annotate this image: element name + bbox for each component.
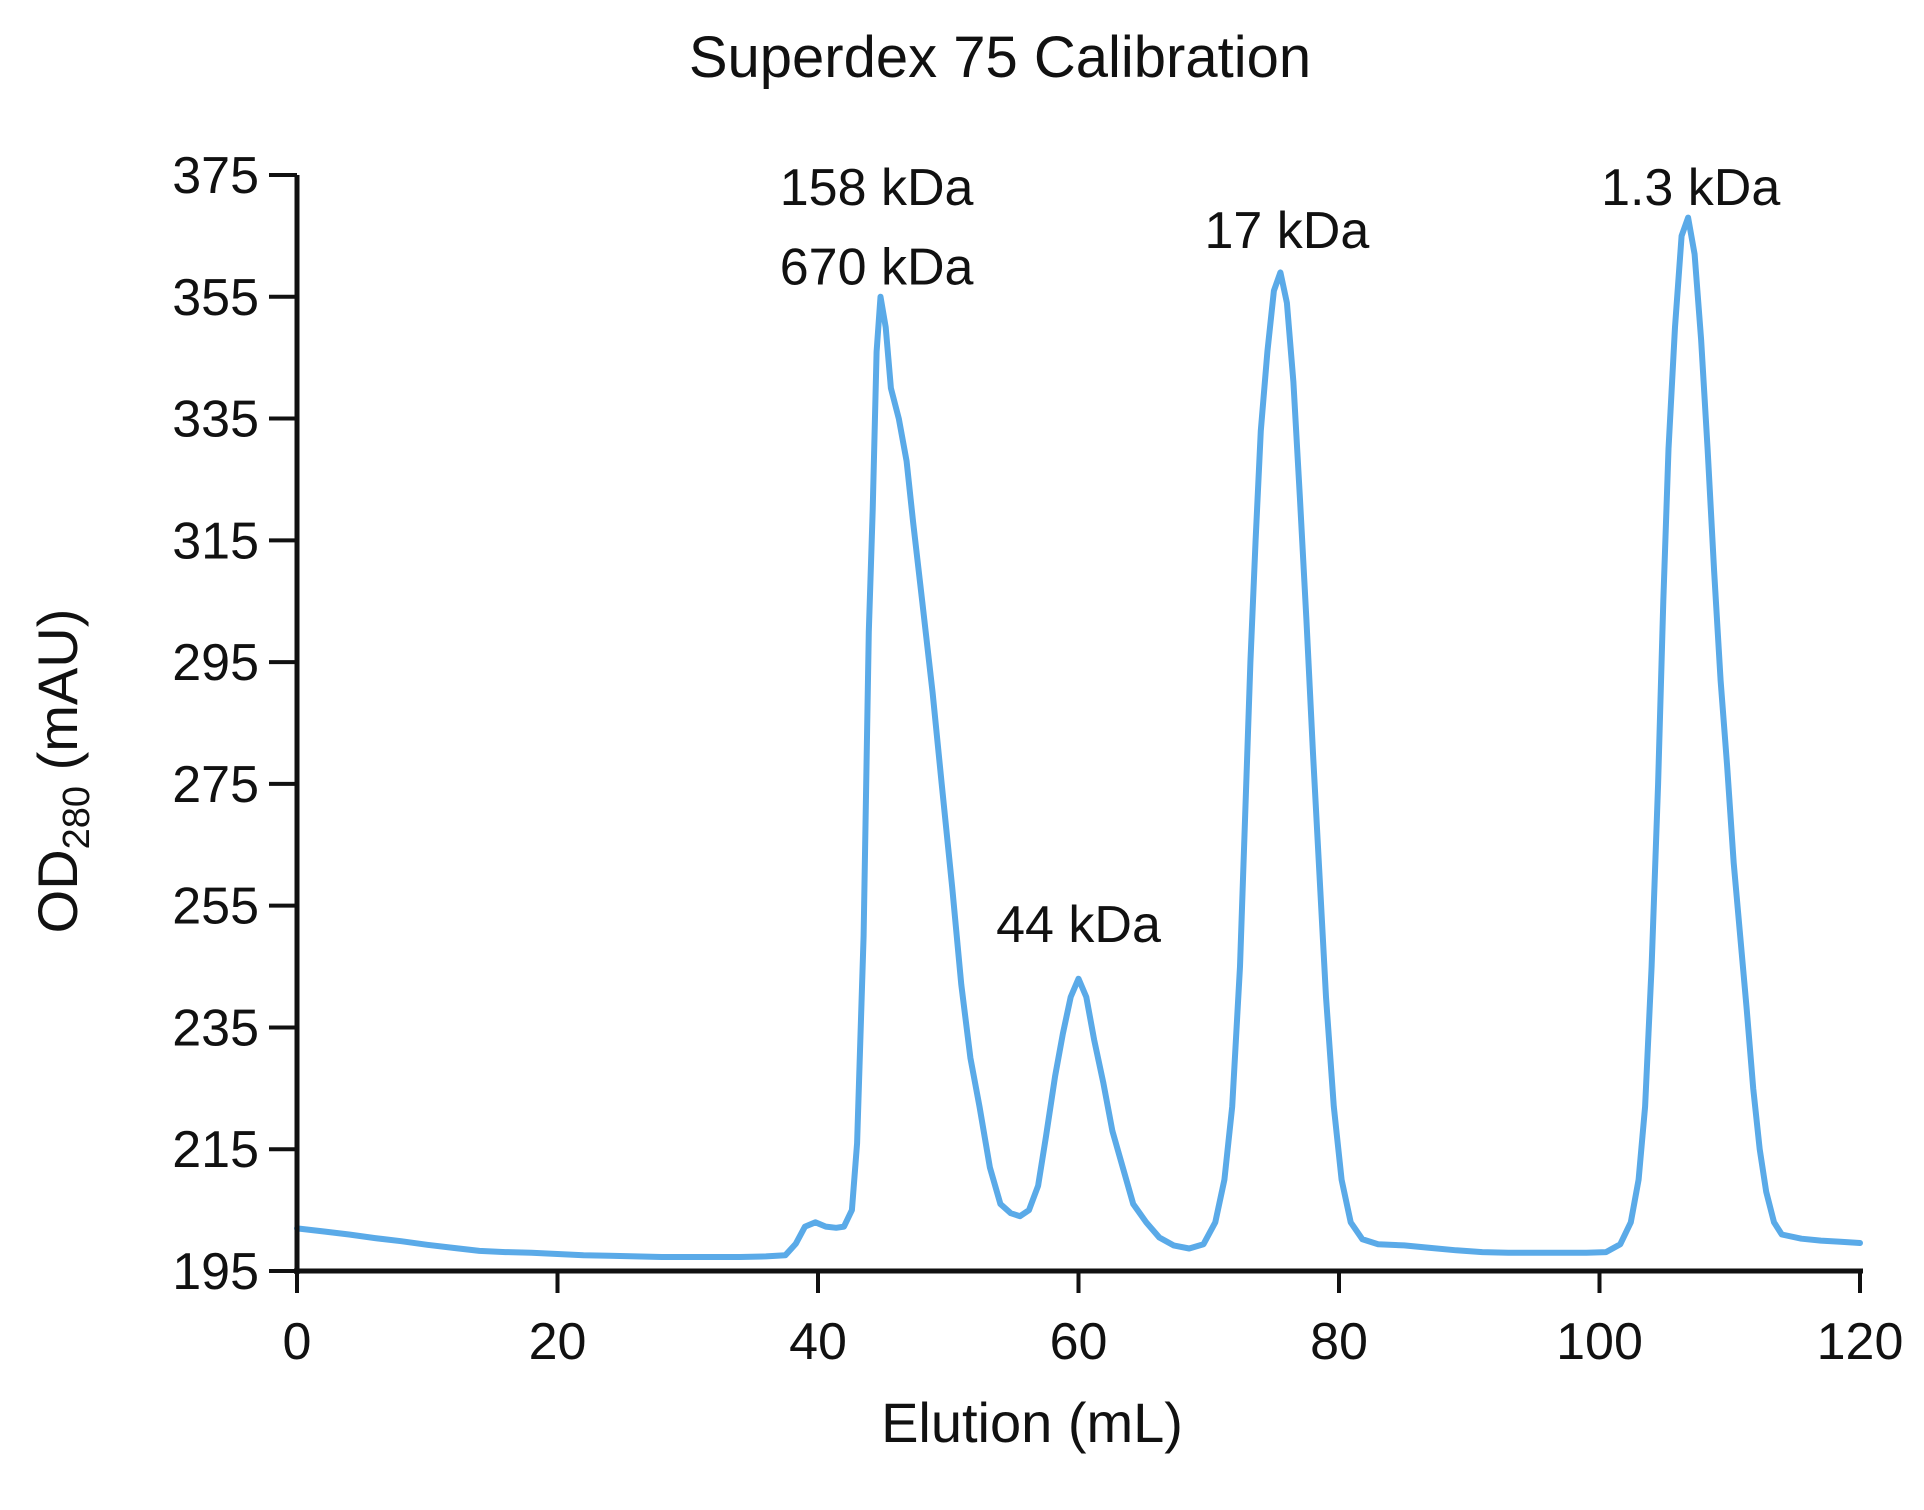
y-tick-label-215: 215 bbox=[172, 1121, 259, 1179]
y-tick-label-335: 335 bbox=[172, 391, 259, 449]
x-tick-label-60: 60 bbox=[1050, 1313, 1108, 1371]
peak-label-4: 1.3 kDa bbox=[1601, 159, 1780, 217]
y-tick-label-355: 355 bbox=[172, 269, 259, 327]
x-axis-label: Elution (mL) bbox=[881, 1391, 1183, 1454]
peak-label-3: 17 kDa bbox=[1205, 202, 1370, 260]
y-tick-label-275: 275 bbox=[172, 756, 259, 814]
series-line-0 bbox=[294, 214, 1863, 1260]
x-tick-label-80: 80 bbox=[1310, 1313, 1368, 1371]
plot-area: 195 215 235 255 275 295 315 335 355 375 0 20 40 60 80 1… bbox=[172, 147, 1903, 1371]
y-axis-label: OD280 (mAU) bbox=[26, 609, 98, 934]
x-tick-label-40: 40 bbox=[789, 1313, 847, 1371]
peak-label-2: 44 kDa bbox=[996, 896, 1161, 954]
y-axis-label-unit: (mAU) bbox=[26, 609, 89, 786]
y-axis-label-main: OD bbox=[26, 849, 89, 933]
x-tick-label-0: 0 bbox=[283, 1313, 312, 1371]
y-tick-label-235: 235 bbox=[172, 999, 259, 1057]
x-tick-label-120: 120 bbox=[1817, 1313, 1904, 1371]
y-tick-label-315: 315 bbox=[172, 512, 259, 570]
x-tick-label-100: 100 bbox=[1556, 1313, 1643, 1371]
chart-title: Superdex 75 Calibration bbox=[689, 25, 1311, 90]
y-tick-label-195: 195 bbox=[172, 1243, 259, 1301]
y-axis-label-sub: 280 bbox=[56, 786, 98, 849]
y-tick-label-375: 375 bbox=[172, 147, 259, 205]
x-tick-label-20: 20 bbox=[529, 1313, 587, 1371]
peak-label-1: 670 kDa bbox=[780, 238, 974, 296]
y-tick-label-295: 295 bbox=[172, 634, 259, 692]
y-tick-label-255: 255 bbox=[172, 878, 259, 936]
peak-label-0: 158 kDa bbox=[780, 159, 974, 217]
